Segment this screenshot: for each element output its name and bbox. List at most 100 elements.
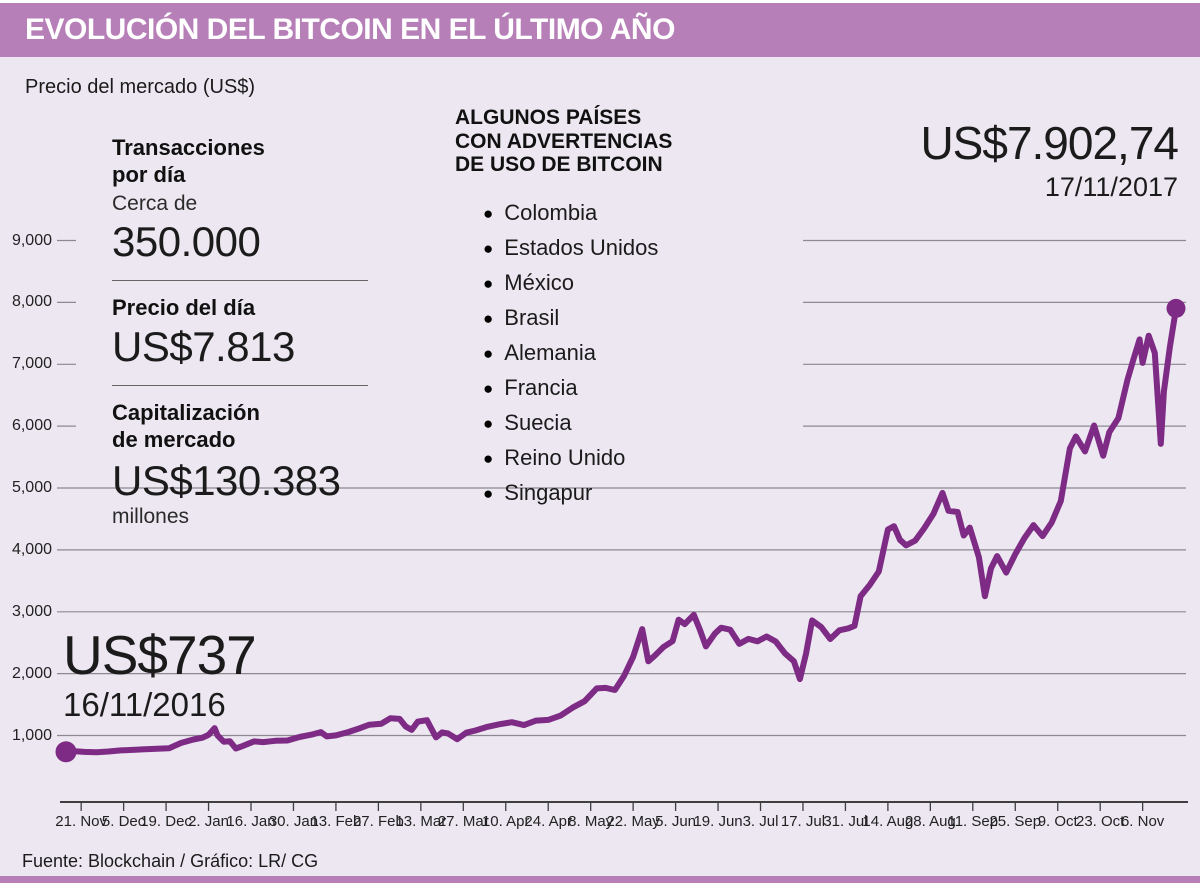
x-tick-label: 19. Jun [693, 813, 743, 830]
end-price-annotation: US$7.902,74 17/11/2017 [920, 116, 1179, 203]
x-tick-label: 5. Jun [655, 813, 697, 830]
stat-title-line: de mercado [112, 427, 236, 452]
country-item: ● Colombia [483, 196, 672, 231]
country-item: ● México [483, 266, 672, 301]
x-tick-label: 21. Nov [55, 813, 107, 830]
top-margin [0, 0, 1200, 3]
stat-daily-price-title: Precio del día [112, 294, 368, 321]
x-tick-label: 27. Feb [352, 813, 404, 830]
y-tick-label: 9,000 [11, 231, 52, 249]
stat-market-cap-value: US$130.383 [112, 457, 341, 504]
x-tick-label: 23. Oct [1075, 813, 1125, 830]
country-label: Singapur [504, 480, 593, 505]
x-tick-label: 11. Sep [947, 813, 999, 830]
stat-market-cap: Capitalización de mercado US$130.383 mil… [112, 399, 368, 529]
country-item: ● Singapur [483, 476, 672, 511]
country-label: Colombia [504, 200, 598, 225]
x-tick-label: 3. Jul [742, 813, 779, 830]
country-label: Estados Unidos [504, 235, 659, 260]
stat-transactions-title: Transacciones por día [112, 134, 368, 188]
countries-heading-line: DE USO DE BITCOIN [455, 153, 663, 176]
source-credit: Fuente: Blockchain / Gráfico: LR/ CG [22, 851, 319, 871]
title-bar: EVOLUCIÓN DEL BITCOIN EN EL ÚLTIMO AÑO [0, 3, 1200, 57]
stat-transactions-prefix: Cerca de [112, 192, 198, 215]
bullet-icon: ● [483, 273, 494, 293]
countries-panel: ALGUNOS PAÍSES CON ADVERTENCIAS DE USO D… [455, 106, 672, 511]
country-item: ● Brasil [483, 301, 672, 336]
countries-list: ● Colombia ● Estados Unidos ● México ● Brasil ● A… [483, 196, 672, 511]
stat-market-cap-title: Capitalización de mercado [112, 399, 368, 453]
divider [112, 280, 368, 281]
stat-daily-price: Precio del día US$7.813 [112, 294, 368, 371]
country-label: Alemania [504, 340, 596, 365]
stat-title-line: Precio del día [112, 295, 256, 320]
x-tick-label: 31. Jul [823, 813, 868, 830]
y-tick-label: 2,000 [11, 664, 52, 682]
y-tick-label: 4,000 [11, 540, 52, 558]
country-item: ● Francia [483, 371, 672, 406]
end-price-date: 17/11/2017 [1044, 172, 1178, 202]
x-tick-label: 8. May [568, 813, 614, 830]
bullet-icon: ● [483, 203, 494, 223]
stat-market-cap-suffix: millones [112, 505, 190, 528]
x-tick-label: 22. May [606, 813, 660, 830]
start-price-value: US$737 [63, 624, 257, 686]
start-price-date: 16/11/2016 [63, 686, 226, 723]
y-tick-label: 3,000 [11, 602, 52, 620]
stat-transactions: Transacciones por día Cerca de 350.000 [112, 134, 368, 266]
stats-panel: Transacciones por día Cerca de 350.000 P… [112, 134, 368, 529]
y-tick-label: 7,000 [11, 355, 52, 373]
x-tick-label: 9. Oct [1037, 813, 1078, 830]
x-tick-label: 2. Jan [188, 813, 229, 830]
stat-title-line: por día [112, 162, 186, 187]
country-label: Francia [504, 375, 578, 400]
country-item: ● Reino Unido [483, 441, 672, 476]
bullet-icon: ● [483, 308, 494, 328]
x-tick-label: 6. Nov [1120, 813, 1165, 830]
divider [112, 385, 368, 386]
x-tick-label: 17. Jul [780, 813, 826, 830]
end-price-value: US$7.902,74 [920, 117, 1179, 169]
countries-heading-line: CON ADVERTENCIAS [455, 129, 673, 153]
country-label: Brasil [504, 305, 560, 330]
x-tick-label: 13. Feb [310, 813, 362, 830]
start-price-annotation: US$737 16/11/2016 [63, 624, 257, 724]
x-tick-label: 13. Mar [395, 813, 447, 830]
countries-heading: ALGUNOS PAÍSES CON ADVERTENCIAS DE USO D… [455, 106, 672, 177]
x-tick-label: 25. Sep [989, 813, 1042, 830]
stat-transactions-value: 350.000 [112, 218, 261, 265]
x-tick-label: 16. Jan [226, 813, 276, 830]
x-tick-label: 19. Dec [140, 813, 192, 830]
country-item: ● Estados Unidos [483, 231, 672, 266]
price-line [63, 305, 1179, 756]
stat-title-line: Capitalización [112, 400, 260, 425]
y-tick-label: 1,000 [11, 726, 52, 744]
page-title: EVOLUCIÓN DEL BITCOIN EN EL ÚLTIMO AÑO [25, 13, 675, 46]
x-tick-label: 14. Aug [862, 813, 914, 830]
stat-title-line: Transacciones [112, 135, 265, 160]
bullet-icon: ● [483, 483, 494, 503]
country-item: ● Alemania [483, 336, 672, 371]
stat-daily-price-value: US$7.813 [112, 323, 295, 370]
start-point-dot [55, 741, 77, 763]
bottom-accent-bar [0, 876, 1200, 883]
x-tick-label: 27. Mar [437, 813, 489, 830]
bullet-icon: ● [483, 448, 494, 468]
end-point-dot [1166, 298, 1186, 318]
country-label: Suecia [504, 410, 572, 435]
bullet-icon: ● [483, 238, 494, 258]
x-tick-label: 10. Apr [481, 813, 530, 830]
x-tick-label: 28. Aug [904, 813, 956, 830]
country-item: ● Suecia [483, 406, 672, 441]
x-tick-label: 24. Apr [524, 813, 572, 830]
countries-heading-line: ALGUNOS PAÍSES [455, 106, 642, 129]
y-tick-label: 8,000 [11, 293, 52, 311]
y-tick-label: 5,000 [11, 479, 52, 496]
bullet-icon: ● [483, 413, 494, 433]
bullet-icon: ● [483, 343, 494, 363]
bullet-icon: ● [483, 378, 494, 398]
chart-subtitle: Precio del mercado (US$) [25, 76, 256, 98]
x-tick-label: 30. Jan [268, 813, 319, 830]
